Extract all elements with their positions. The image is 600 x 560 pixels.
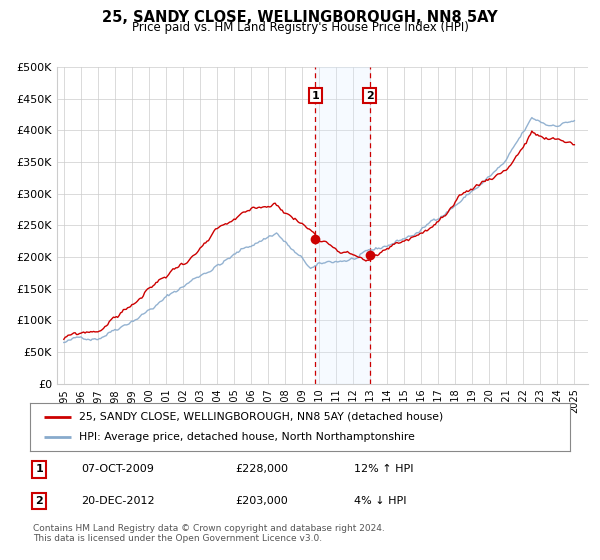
Text: 1: 1 [35,464,43,474]
Text: £203,000: £203,000 [235,496,288,506]
Text: 25, SANDY CLOSE, WELLINGBOROUGH, NN8 5AY: 25, SANDY CLOSE, WELLINGBOROUGH, NN8 5AY [102,10,498,25]
Text: 07-OCT-2009: 07-OCT-2009 [82,464,154,474]
Text: 12% ↑ HPI: 12% ↑ HPI [354,464,413,474]
Text: HPI: Average price, detached house, North Northamptonshire: HPI: Average price, detached house, Nort… [79,432,415,442]
Text: 25, SANDY CLOSE, WELLINGBOROUGH, NN8 5AY (detached house): 25, SANDY CLOSE, WELLINGBOROUGH, NN8 5AY… [79,412,443,422]
Text: 2: 2 [35,496,43,506]
Text: Price paid vs. HM Land Registry's House Price Index (HPI): Price paid vs. HM Land Registry's House … [131,21,469,34]
Text: 1: 1 [311,91,319,101]
Bar [315,67,370,384]
Text: Contains HM Land Registry data © Crown copyright and database right 2024.
This d: Contains HM Land Registry data © Crown c… [33,524,385,543]
Text: 4% ↓ HPI: 4% ↓ HPI [354,496,407,506]
Text: 20-DEC-2012: 20-DEC-2012 [82,496,155,506]
Text: 2: 2 [366,91,374,101]
Text: £228,000: £228,000 [235,464,288,474]
